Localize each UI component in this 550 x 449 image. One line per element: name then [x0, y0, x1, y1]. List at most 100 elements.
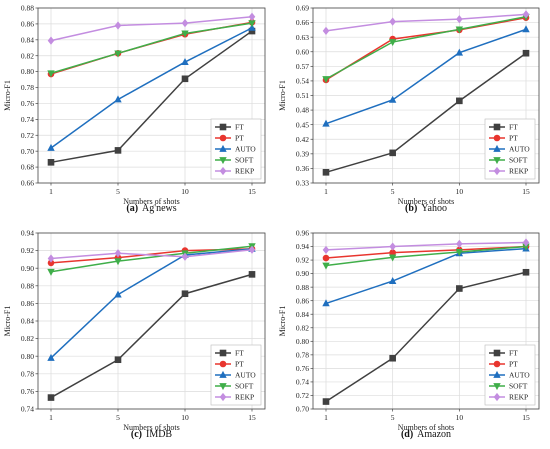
series-line-soft — [325, 16, 527, 80]
x-tick-label: 10 — [456, 187, 464, 196]
data-point-ft — [47, 394, 55, 401]
legend-marker-auto — [493, 370, 501, 378]
y-tick-label: 0.72 — [296, 391, 309, 400]
data-point-rekp — [181, 252, 189, 261]
legend-label: SOFT — [509, 156, 528, 165]
chart-panel-1: 0.66 0.68 0.70 0.72 0.74 0.76 0.78 0.80 0.82 0.84… — [3, 4, 266, 214]
series-line-auto — [325, 28, 527, 125]
y-tick-label: 0.72 — [21, 131, 34, 140]
chart-panel-3: 0.74 0.76 0.78 0.80 0.82 0.84 0.86 0.88 0.90 0.92… — [3, 229, 266, 440]
data-point-soft — [47, 268, 55, 276]
y-tick-label: 0.70 — [296, 405, 309, 414]
data-point-ft — [248, 27, 256, 35]
data-point-ft — [456, 97, 463, 105]
data-point-soft — [114, 258, 122, 266]
legend-marker-ft — [493, 123, 501, 131]
legend-marker-ft — [493, 349, 501, 357]
series-line-ft — [50, 273, 253, 399]
x-tick-label: 1 — [49, 187, 53, 196]
legend-label: REKP — [235, 393, 254, 402]
data-point-soft — [47, 70, 55, 78]
y-tick-label: 0.66 — [296, 18, 309, 27]
series-line-ft — [325, 271, 527, 403]
y-tick-label: 0.63 — [296, 33, 309, 42]
data-point-rekp — [47, 36, 55, 45]
legend-label: AUTO — [509, 145, 530, 154]
y-tick-label: 0.86 — [21, 299, 34, 308]
data-point-auto — [47, 143, 55, 151]
plot-frame — [37, 7, 266, 184]
x-tick-label: 1 — [49, 413, 53, 422]
y-tick-label: 0.78 — [296, 350, 309, 359]
legend: FT PT AUTO SOFT REKP — [484, 344, 536, 406]
y-tick-label: 0.90 — [296, 269, 309, 278]
y-tick-label: 0.88 — [296, 283, 309, 292]
y-tick-label: 0.76 — [21, 99, 34, 108]
panel-caption: (b) Yahoo — [405, 203, 447, 214]
y-tick-label: 0.92 — [21, 246, 34, 255]
data-point-ft — [389, 354, 396, 362]
y-axis-label: Micro-F1 — [3, 306, 12, 337]
data-point-pt — [47, 259, 55, 267]
x-axis-label: Numbers of shots — [398, 197, 454, 206]
y-tick-label: 0.84 — [296, 310, 309, 319]
y-tick-label: 0.69 — [296, 4, 309, 13]
x-tick-label: 15 — [248, 413, 256, 422]
data-point-rekp — [248, 245, 256, 254]
data-point-soft — [114, 50, 122, 58]
data-point-auto — [114, 290, 122, 298]
series-line-pt — [50, 21, 253, 75]
caption-text: IMDB — [146, 429, 172, 440]
x-tick-label: 5 — [391, 413, 395, 422]
panel-caption: (c) IMDB — [131, 429, 173, 440]
x-tick-label: 5 — [116, 413, 120, 422]
y-tick-label: 0.82 — [21, 51, 34, 60]
series-line-auto — [325, 247, 527, 305]
y-tick-label: 0.36 — [296, 164, 309, 173]
legend-label: FT — [509, 123, 518, 132]
y-tick-label: 0.45 — [296, 120, 309, 129]
x-tick-label: 15 — [248, 187, 256, 196]
y-tick-label: 0.84 — [21, 35, 34, 44]
data-point-rekp — [522, 238, 530, 247]
x-tick-label: 10 — [181, 413, 189, 422]
series-line-ft — [325, 52, 527, 174]
data-point-rekp — [114, 249, 122, 258]
x-tick-label: 1 — [324, 187, 328, 196]
legend-marker-auto — [219, 144, 227, 152]
legend-marker-auto — [493, 144, 501, 152]
legend-label: AUTO — [235, 371, 256, 380]
y-tick-label: 0.80 — [21, 352, 34, 361]
data-point-ft — [389, 149, 396, 157]
x-tick-label: 1 — [324, 413, 328, 422]
data-point-ft — [114, 356, 122, 364]
legend-marker-soft — [219, 383, 227, 391]
x-tick-label: 10 — [181, 187, 189, 196]
chart-panel-2: 0.33 0.36 0.39 0.42 0.45 0.48 0.51 0.54 0.57 0.60… — [278, 4, 540, 214]
data-point-soft — [181, 30, 189, 38]
legend-label: SOFT — [235, 156, 254, 165]
x-axis-label: Numbers of shots — [123, 423, 179, 432]
y-tick-label: 0.80 — [296, 337, 309, 346]
legend-label: REKP — [235, 167, 254, 176]
data-point-rekp — [322, 26, 330, 35]
plot-frame — [312, 232, 540, 410]
legend-marker-pt — [219, 134, 227, 142]
y-tick-label: 0.42 — [296, 135, 309, 144]
data-point-ft — [114, 147, 122, 154]
legend-marker-auto — [219, 370, 227, 378]
data-point-ft — [181, 75, 189, 83]
data-point-auto — [455, 48, 464, 56]
y-axis-label: Micro-F1 — [278, 80, 287, 111]
legend-label: PT — [509, 134, 518, 143]
data-point-soft — [522, 243, 530, 251]
series-line-auto — [50, 248, 253, 359]
data-point-rekp — [248, 12, 256, 21]
legend-label: REKP — [509, 167, 528, 176]
y-tick-label: 0.74 — [296, 378, 309, 387]
caption-letter: (d) — [401, 429, 413, 440]
data-point-auto — [522, 25, 530, 33]
y-tick-label: 0.84 — [21, 317, 34, 326]
data-point-rekp — [456, 239, 463, 248]
legend-marker-soft — [219, 157, 227, 165]
